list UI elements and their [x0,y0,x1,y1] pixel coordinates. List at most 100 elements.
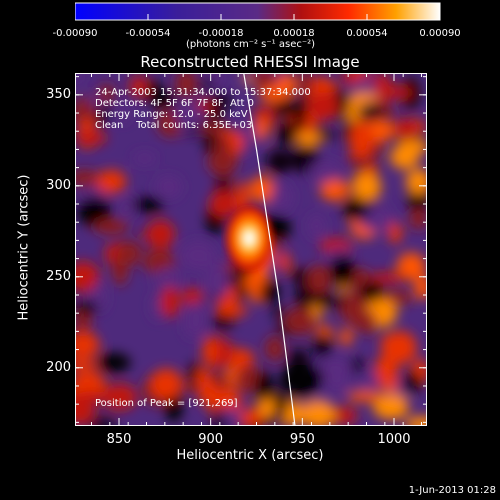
intensity-blob [202,335,217,367]
intensity-blob [277,120,297,146]
x-tick-label: 900 [198,432,224,447]
intensity-blob [234,365,262,393]
colorbar-tick-label: -0.00018 [198,28,244,39]
intensity-blob [374,354,399,388]
intensity-blob [209,191,239,218]
x-axis-label: Heliocentric X (arcsec) [176,448,324,463]
peak-position-label: Position of Peak = [921,269] [95,398,238,409]
intensity-blob [388,222,402,244]
intensity-blob [175,73,197,99]
peak-source [225,205,273,271]
intensity-blob [282,365,318,378]
intensity-blob [155,175,182,198]
y-axis-label: Heliocentric Y (arcsec) [16,174,32,321]
intensity-blob [352,172,382,201]
intensity-blob [403,371,422,394]
intensity-blob [359,281,384,302]
solar-limb-line [243,73,296,426]
plot-frame [75,73,427,426]
intensity-blob [180,240,216,271]
intensity-map [75,73,427,426]
intensity-blob [77,196,112,227]
intensity-blob [249,276,263,304]
intensity-blob [96,353,131,373]
intensity-blob [213,406,226,426]
intensity-blob [307,264,331,295]
intensity-blob [216,175,231,195]
intensity-blob [301,400,336,426]
intensity-blob [359,372,380,388]
intensity-blob [133,152,156,164]
detectors-label: Detectors: 4F 5F 6F 7F 8F, Att 0 [95,98,255,109]
intensity-blob [236,181,250,214]
intensity-blob [251,73,277,89]
intensity-blob [296,131,322,146]
intensity-blob [340,328,353,346]
footer-date: 1-Jun-2013 01:28 [408,485,496,496]
intensity-blob [329,295,344,309]
intensity-blob [255,116,269,141]
intensity-blob [209,92,231,110]
energy-range-label: Energy Range: 12.0 - 25.0 keV [95,109,248,120]
intensity-blob [75,130,107,146]
intensity-blob [181,287,204,306]
intensity-blob [393,118,419,140]
clean-counts-label: Clean Total counts: 6.35E+03 [95,120,253,131]
axis-ticks [75,73,427,426]
colorbar-tick-label: 0.00018 [273,28,315,39]
intensity-blob [88,418,116,426]
intensity-blob [328,406,358,425]
intensity-blob [198,378,217,407]
intensity-blob [140,229,169,241]
intensity-blob [76,391,109,403]
intensity-blob [96,170,126,194]
colorbar-tick-label: -0.00090 [52,28,98,39]
intensity-blob [184,302,208,336]
intensity-blob [283,307,317,335]
intensity-blob [308,214,325,239]
intensity-blob [154,267,183,290]
intensity-blob [147,79,162,105]
y-tick-label: 250 [46,269,71,285]
intensity-blob [198,121,224,134]
intensity-blob [339,291,356,322]
peak-source-layer [244,231,254,245]
intensity-blob [112,254,128,286]
x-tick-label: 950 [289,432,315,447]
intensity-blob [255,371,274,401]
intensity-blob [405,169,427,195]
time-range-label: 24-Apr-2003 15:31:34.000 to 15:37:34.000 [95,87,311,98]
intensity-blob [356,104,385,121]
intensity-blob [266,149,293,175]
intensity-blob [272,306,285,318]
intensity-blob [309,159,341,183]
intensity-blob [204,266,230,298]
intensity-blob [75,331,100,358]
colorbar-ticks [75,14,441,20]
intensity-blob [270,182,293,212]
intensity-blob [259,281,281,303]
colorbar-tick-label: -0.00054 [125,28,171,39]
colorbar-tick-label: 0.00054 [346,28,388,39]
y-tick-label: 350 [46,87,71,103]
intensity-blob [373,393,409,420]
intensity-blob [277,73,297,98]
intensity-blob [129,75,149,98]
intensity-blob [175,102,200,131]
intensity-blob [215,305,249,317]
intensity-blob [383,86,413,99]
colorbar [75,2,441,21]
intensity-blob [160,286,180,318]
intensity-blob [75,170,99,187]
intensity-blob [93,219,129,234]
intensity-blob [75,261,100,293]
intensity-blob [220,408,242,424]
intensity-blob [414,275,427,300]
intensity-blob [75,301,99,314]
intensity-blob [307,91,339,121]
intensity-blob [320,178,350,201]
intensity-blob [97,84,116,103]
intensity-blob [165,392,183,423]
intensity-blob [370,272,407,284]
intensity-blob [349,121,374,154]
